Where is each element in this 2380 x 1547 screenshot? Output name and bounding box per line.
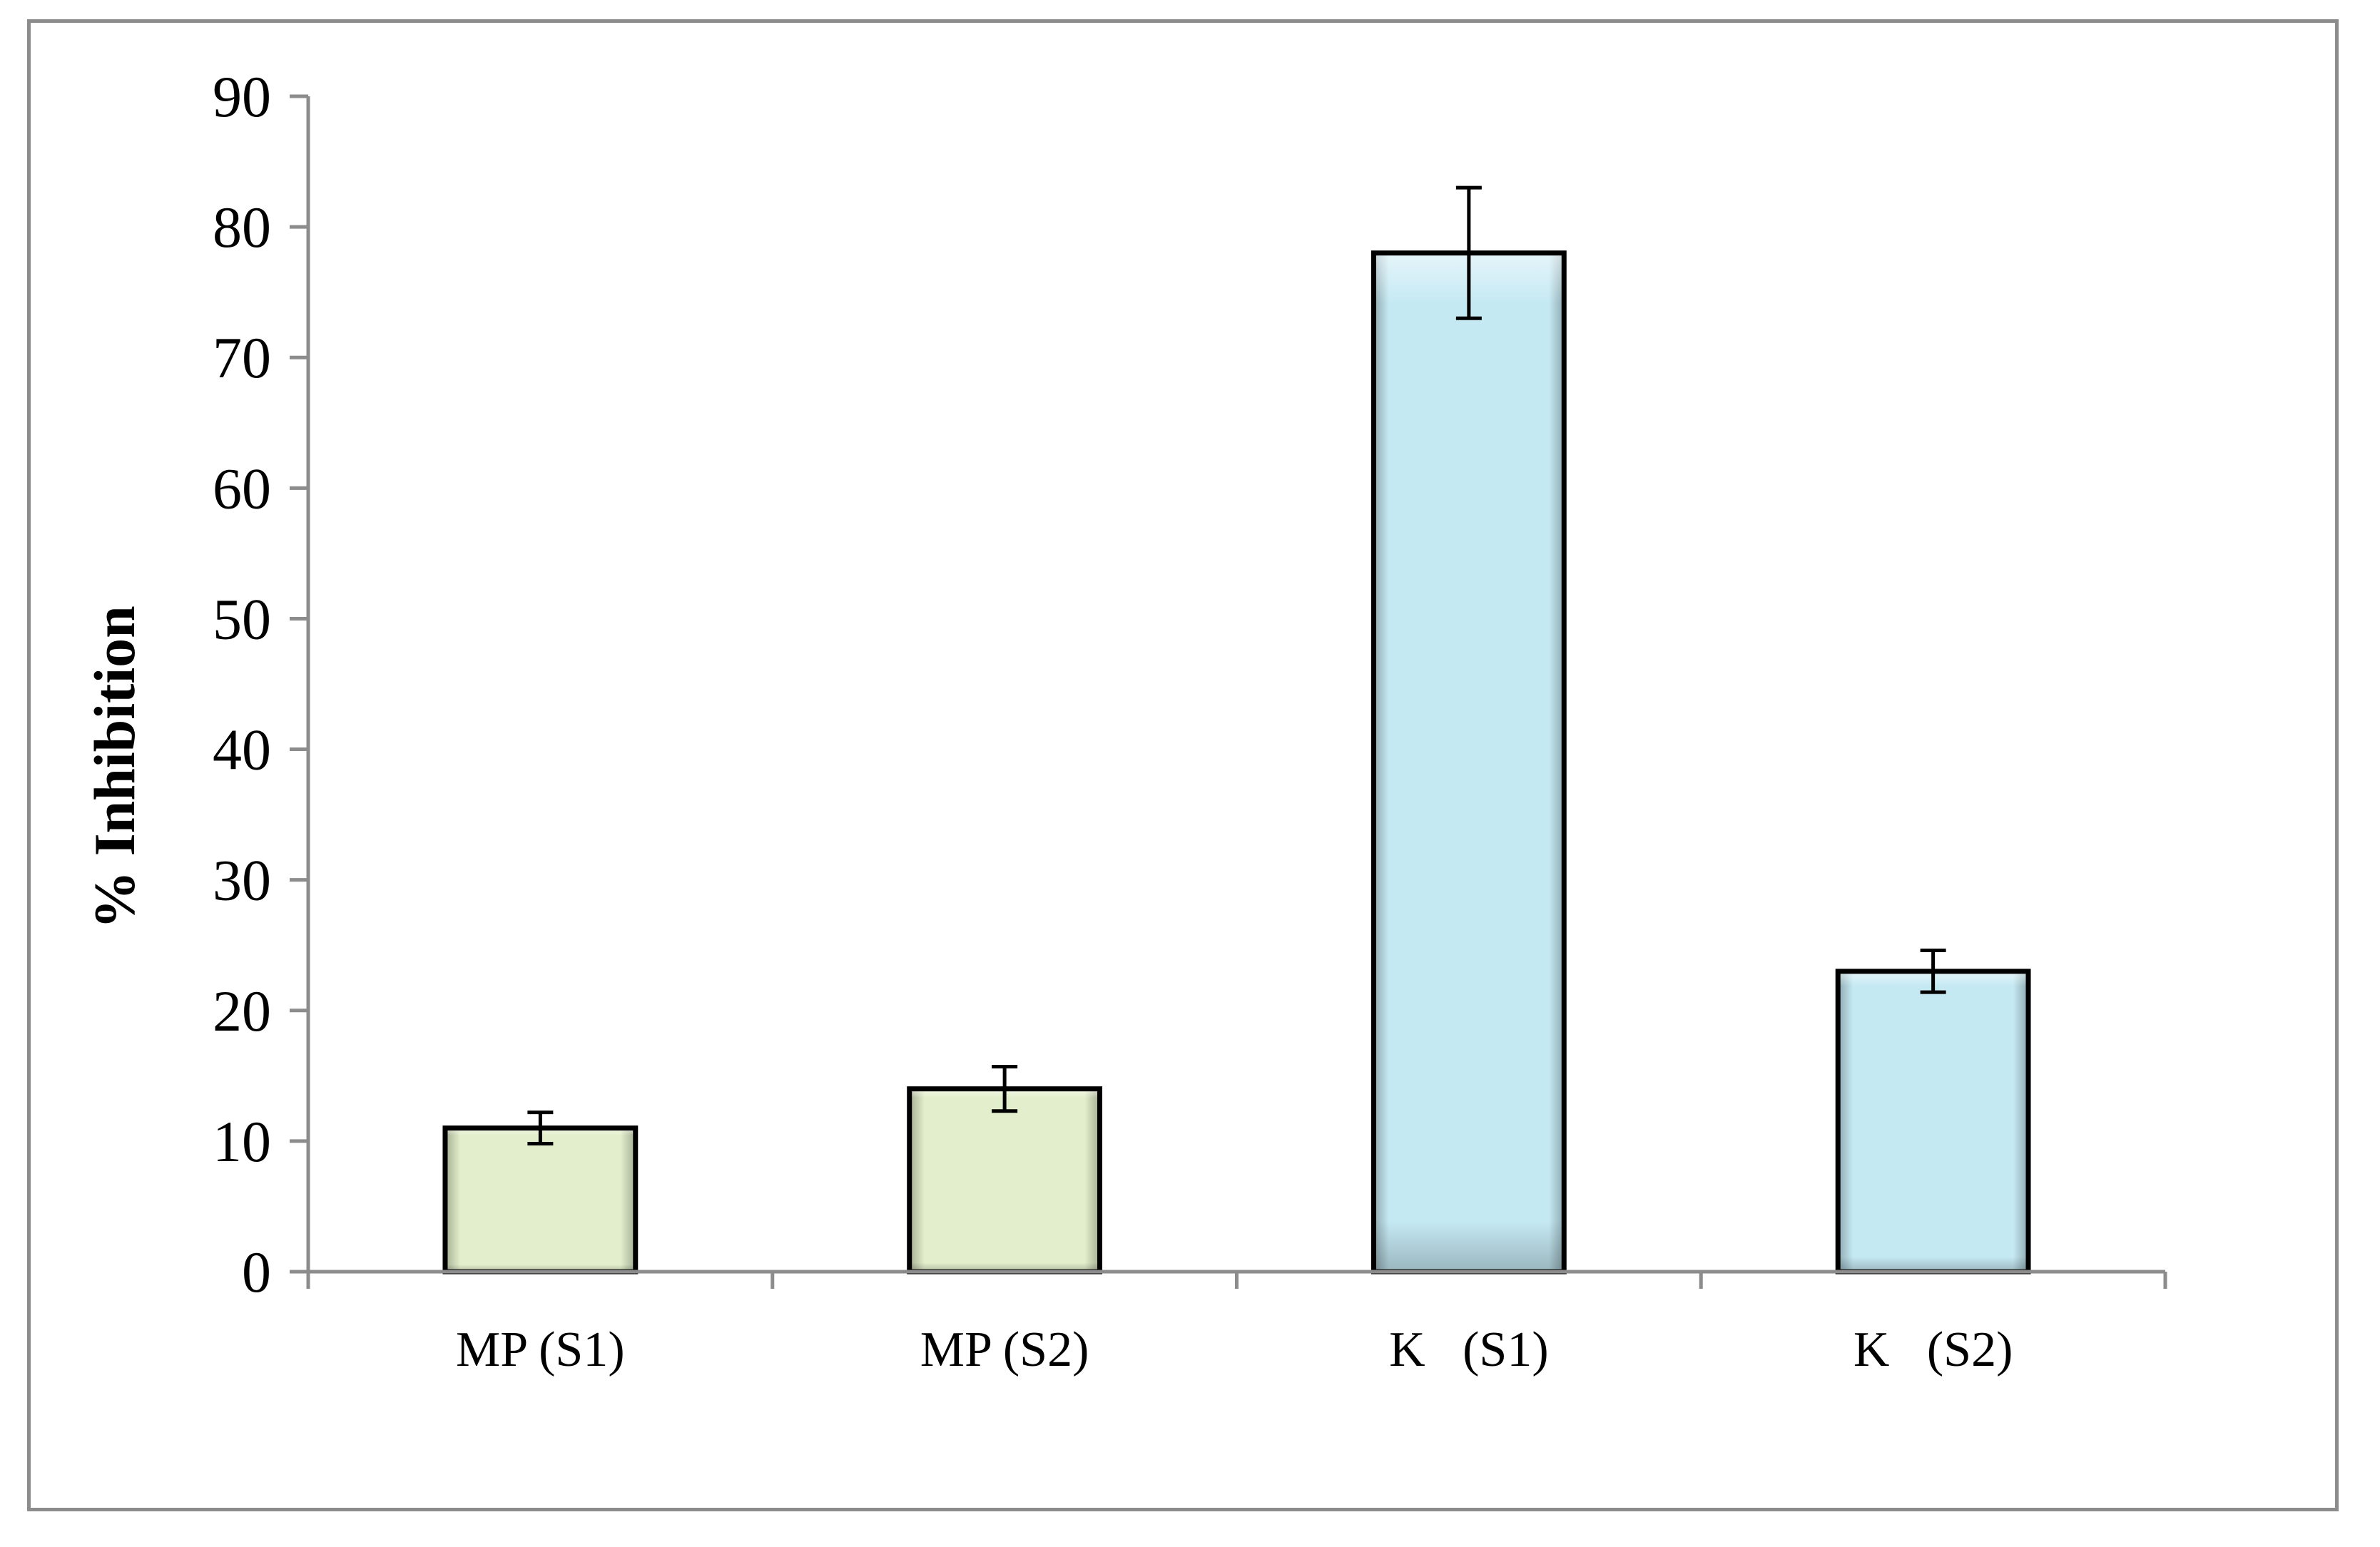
bar-shade-vertical — [1838, 971, 2029, 1272]
x-tick-label: K (S1) — [1389, 1322, 1549, 1377]
error-bars — [527, 185, 1946, 1146]
y-tick-label: 40 — [213, 718, 271, 782]
y-tick-label: 30 — [213, 848, 271, 913]
y-tick-label: 80 — [213, 195, 271, 260]
y-tick-label: 90 — [213, 64, 271, 129]
y-axis-title: % Inhibition — [82, 606, 147, 929]
x-ticks: MP (S1) MP (S2) K (S1) K (S2) — [306, 1272, 2167, 1377]
bar-shade-vertical — [1373, 252, 1565, 1272]
y-tick-label: 20 — [213, 979, 271, 1043]
bar-shade-vertical — [444, 1128, 636, 1272]
bars — [442, 250, 2031, 1275]
x-tick-label: MP (S2) — [920, 1322, 1089, 1377]
x-tick-label: K (S2) — [1853, 1322, 2013, 1377]
axes — [290, 96, 2165, 1274]
y-tick-label: 10 — [213, 1109, 271, 1174]
y-tick-label: 60 — [213, 456, 271, 521]
y-tick-label: 0 — [242, 1240, 271, 1305]
y-ticks: 0 10 20 30 40 50 60 70 80 90 — [213, 64, 308, 1305]
y-tick-label: 70 — [213, 325, 271, 390]
x-tick-label: MP (S1) — [456, 1322, 625, 1377]
y-tick-label: 50 — [213, 586, 271, 651]
bar-shade-vertical — [909, 1088, 1100, 1272]
